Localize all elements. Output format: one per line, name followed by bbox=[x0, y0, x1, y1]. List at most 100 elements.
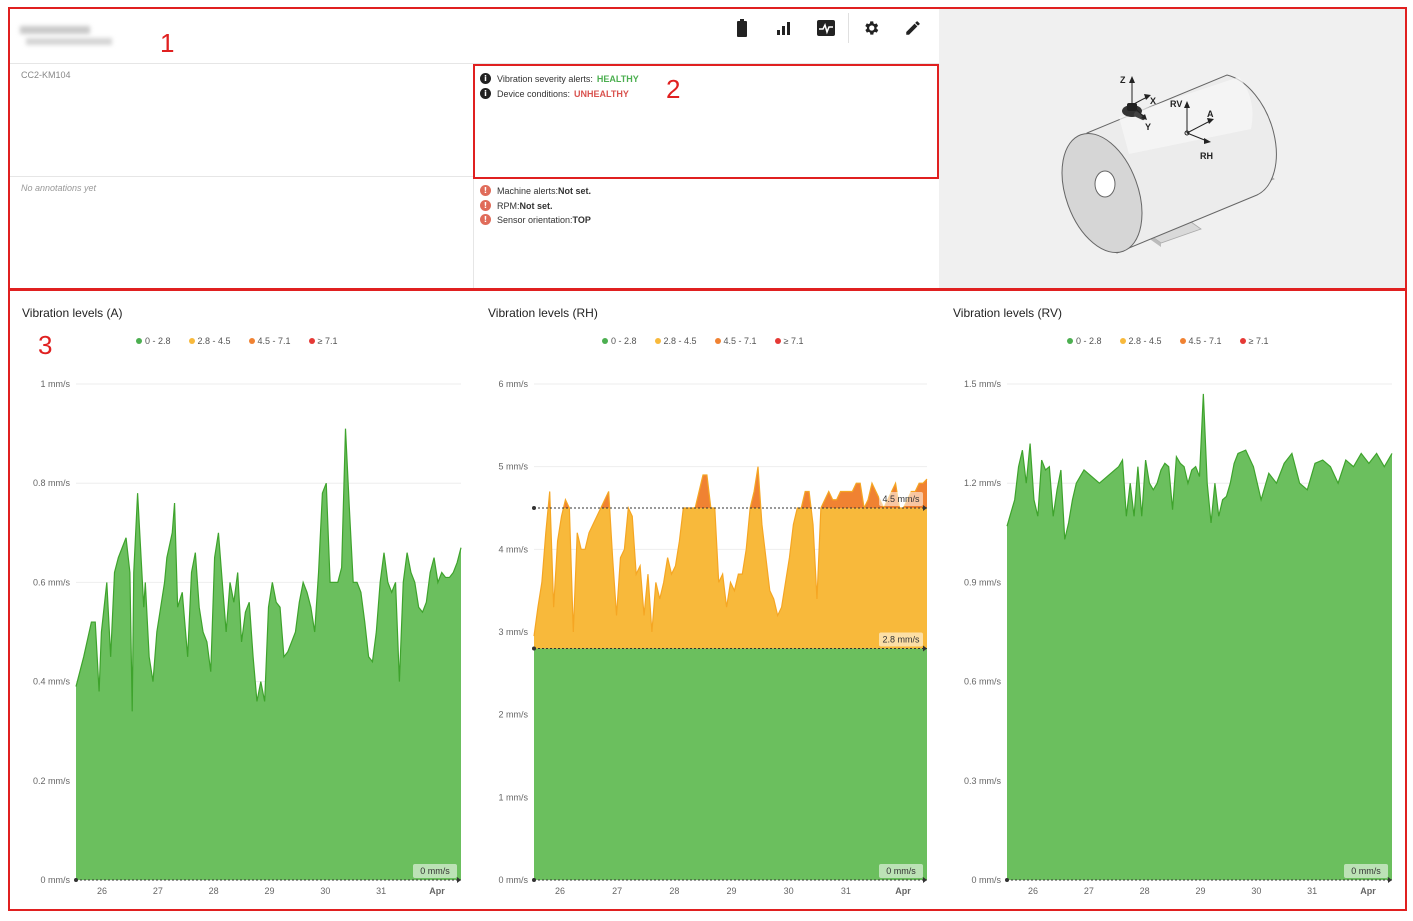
chart-vibration-a: Vibration levels (A) 0 - 2.8 2.8 - 4.5 4.5… bbox=[10, 290, 473, 909]
legend-dot bbox=[1239, 338, 1246, 344]
y-tick-label: 0.8 mm/s bbox=[33, 478, 71, 488]
legend-item[interactable]: 4.5 - 7.1 bbox=[248, 336, 291, 346]
y-tick-label: 0.9 mm/s bbox=[964, 577, 1002, 587]
pencil-icon[interactable] bbox=[899, 14, 927, 42]
x-tick-label: 29 bbox=[1195, 886, 1205, 896]
x-tick-label: 27 bbox=[153, 886, 163, 896]
legend-dot bbox=[136, 338, 142, 344]
x-tick-label: 31 bbox=[1307, 886, 1317, 896]
legend-item[interactable]: ≥ 7.1 bbox=[774, 336, 804, 346]
device-model: CC2-KM104 bbox=[21, 70, 71, 80]
annotation-number-3: 3 bbox=[38, 330, 53, 360]
legend-label: 0 - 2.8 bbox=[145, 336, 171, 346]
x-tick-label: 26 bbox=[555, 886, 565, 896]
x-tick-label: 28 bbox=[1140, 886, 1150, 896]
waveform-icon[interactable] bbox=[812, 14, 840, 42]
x-tick-label: 29 bbox=[726, 886, 736, 896]
legend-dot bbox=[714, 338, 721, 344]
gear-icon[interactable] bbox=[857, 14, 885, 42]
signal-icon[interactable] bbox=[770, 14, 798, 42]
battery-icon[interactable] bbox=[728, 14, 756, 42]
threshold-label: 0 mm/s bbox=[886, 866, 916, 876]
device-name-redacted bbox=[20, 24, 112, 50]
threshold-label-bg bbox=[879, 492, 923, 506]
axis-label-x: X bbox=[1150, 96, 1156, 106]
legend-item[interactable]: 2.8 - 4.5 bbox=[1119, 336, 1162, 346]
device-conditions-label: Device conditions: bbox=[497, 88, 571, 99]
threshold-label: 0 mm/s bbox=[420, 866, 450, 876]
warning-icon: ! bbox=[480, 214, 491, 225]
threshold-label: 4.5 mm/s bbox=[882, 494, 920, 504]
legend-dot bbox=[188, 338, 195, 344]
legend-item[interactable]: 4.5 - 7.1 bbox=[714, 336, 757, 346]
legend-dot bbox=[308, 338, 315, 344]
legend-label: 4.5 - 7.1 bbox=[723, 336, 757, 346]
threshold-dot bbox=[532, 878, 536, 882]
chart-plot: 0 mm/s 1 mm/s 2 mm/s 3 mm/s 4 mm/s 5 mm/s 6 mm… bbox=[498, 379, 928, 896]
y-tick-label: 0 mm/s bbox=[498, 875, 528, 885]
threshold-dot bbox=[74, 878, 78, 882]
chart-legend: 0 - 2.8 2.8 - 4.5 4.5 - 7.1 ≥ 7.1 bbox=[1067, 336, 1287, 346]
info-icon: i bbox=[480, 73, 491, 84]
x-tick-label: 30 bbox=[320, 886, 330, 896]
legend-label: 4.5 - 7.1 bbox=[1188, 336, 1222, 346]
legend-item[interactable]: 0 - 2.8 bbox=[136, 336, 171, 346]
threshold-arrow bbox=[457, 877, 461, 883]
annotation-number-2: 2 bbox=[666, 74, 681, 104]
machine-diagram-panel: Z X Y RV A RH bbox=[939, 9, 1405, 289]
annotation-box-3 bbox=[8, 288, 1407, 911]
legend-label: ≥ 7.1 bbox=[783, 336, 804, 346]
threshold-arrow bbox=[1388, 877, 1392, 883]
device-header bbox=[10, 9, 939, 64]
machine-alerts-value: Not set. bbox=[558, 185, 592, 196]
y-tick-label: 1 mm/s bbox=[498, 792, 528, 802]
series-line bbox=[533, 466, 928, 637]
axis-label-z: Z bbox=[1120, 75, 1126, 85]
legend-dot bbox=[654, 338, 661, 344]
threshold-arrow bbox=[923, 645, 927, 652]
y-tick-label: 0.4 mm/s bbox=[33, 677, 71, 687]
band bbox=[534, 648, 927, 880]
x-tick-label: 31 bbox=[376, 886, 386, 896]
legend-item[interactable]: ≥ 7.1 bbox=[308, 336, 338, 346]
x-tick-label: 28 bbox=[669, 886, 679, 896]
annotation-box-1 bbox=[8, 7, 1407, 291]
chart-plot: 0 mm/s 0.3 mm/s 0.6 mm/s 0.9 mm/s 1.2 mm/s 1.… bbox=[964, 379, 1393, 896]
x-tick-label: Apr bbox=[895, 886, 911, 896]
device-conditions-value: UNHEALTHY bbox=[574, 88, 629, 99]
threshold-label-bg bbox=[879, 864, 923, 878]
toolbar-divider bbox=[848, 13, 849, 43]
info-icon: i bbox=[480, 88, 491, 99]
axis-label-rv: RV bbox=[1170, 99, 1182, 109]
y-tick-label: 0 mm/s bbox=[971, 875, 1001, 885]
axis-label-rh: RH bbox=[1200, 151, 1213, 161]
legend-item[interactable]: 2.8 - 4.5 bbox=[654, 336, 697, 346]
annotation-number-1: 1 bbox=[160, 28, 175, 58]
chart-legend: 0 - 2.8 2.8 - 4.5 4.5 - 7.1 ≥ 7.1 bbox=[602, 336, 822, 346]
y-tick-label: 0 mm/s bbox=[40, 875, 70, 885]
legend-item[interactable]: 4.5 - 7.1 bbox=[1179, 336, 1222, 346]
legend-dot bbox=[1179, 338, 1186, 344]
vibration-severity-value: HEALTHY bbox=[596, 73, 639, 84]
threshold-label-bg bbox=[413, 864, 457, 878]
legend-item[interactable]: 0 - 2.8 bbox=[1067, 336, 1102, 346]
x-tick-label: Apr bbox=[429, 886, 445, 896]
threshold-dot bbox=[532, 646, 536, 651]
legend-item[interactable]: 2.8 - 4.5 bbox=[188, 336, 231, 346]
y-tick-label: 0.2 mm/s bbox=[33, 776, 71, 786]
warning-icon: ! bbox=[480, 200, 491, 211]
legend-item[interactable]: 0 - 2.8 bbox=[602, 336, 637, 346]
x-tick-label: 30 bbox=[1251, 886, 1261, 896]
sensor-orientation-value: TOP bbox=[572, 214, 591, 225]
legend-item[interactable]: ≥ 7.1 bbox=[1239, 336, 1269, 346]
device-info-panel bbox=[10, 9, 473, 289]
x-tick-label: 27 bbox=[1084, 886, 1094, 896]
x-tick-label: 26 bbox=[97, 886, 107, 896]
x-tick-label: 28 bbox=[209, 886, 219, 896]
toolbar bbox=[728, 13, 927, 43]
status-panel bbox=[473, 9, 939, 289]
y-tick-label: 1.2 mm/s bbox=[964, 478, 1002, 488]
rpm-label: RPM: bbox=[497, 200, 520, 211]
legend-label: 0 - 2.8 bbox=[611, 336, 637, 346]
y-tick-label: 6 mm/s bbox=[498, 379, 528, 389]
